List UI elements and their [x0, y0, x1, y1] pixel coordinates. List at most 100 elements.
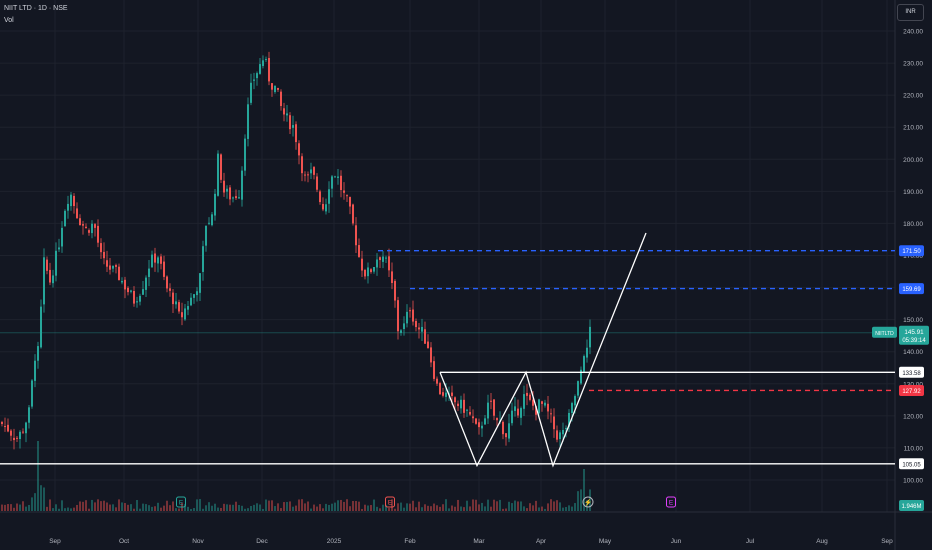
volume-bar — [517, 501, 519, 511]
volume-bar — [268, 500, 270, 511]
candle-body — [517, 408, 519, 416]
volume-bar — [562, 507, 564, 511]
volume-bar — [208, 502, 210, 511]
volume-bar — [346, 499, 348, 511]
svg-text:159.69: 159.69 — [902, 287, 921, 293]
candle-body — [4, 426, 6, 428]
volume-bar — [496, 501, 498, 511]
volume-bar — [223, 503, 225, 511]
volume-bar — [205, 505, 207, 511]
volume-bar — [7, 504, 9, 511]
volume-bar — [541, 506, 543, 511]
volume-bar — [121, 502, 123, 511]
volume-bar — [457, 499, 459, 511]
x-tick-label: Sep — [881, 538, 893, 545]
pattern-drawing — [439, 232, 647, 468]
volume-bar — [292, 506, 294, 511]
volume-bar — [484, 506, 486, 511]
volume-bar — [220, 507, 222, 511]
candle-body — [430, 347, 432, 363]
volume-bar — [250, 505, 252, 511]
candle-body — [436, 378, 438, 384]
candle-body — [505, 433, 507, 438]
candle-body — [58, 247, 60, 250]
candle-body — [232, 197, 234, 199]
candle-body — [487, 402, 489, 419]
candle-body — [64, 210, 66, 227]
dividend-marker — [582, 496, 594, 508]
event-marker-label: ⚡ — [584, 499, 592, 507]
currency-button[interactable]: INR — [897, 4, 924, 21]
volume-bar — [172, 501, 174, 511]
candle-body — [331, 176, 333, 189]
volume-bar — [532, 505, 534, 511]
volume-bar — [418, 501, 420, 511]
candle-body — [172, 292, 174, 305]
volume-bar — [34, 493, 36, 511]
volume-bar — [487, 499, 489, 511]
volume-bar — [505, 508, 507, 511]
event-marker-label: E — [179, 500, 184, 507]
volume-bar — [349, 506, 351, 511]
candle-body — [454, 397, 456, 403]
candle-body — [121, 280, 123, 283]
volume-bar — [61, 500, 63, 511]
y-tick-label: 130.00 — [903, 381, 923, 388]
volume-bar — [493, 499, 495, 511]
candle-body — [553, 416, 555, 430]
candle-body — [322, 203, 324, 210]
svg-text:171.50: 171.50 — [902, 249, 921, 255]
candle-body — [370, 269, 372, 273]
volume-bar — [256, 503, 258, 511]
candle-body — [583, 356, 585, 372]
candle-body — [292, 125, 294, 128]
level-price-tag: 105.05 — [899, 458, 924, 470]
volume-bar — [22, 501, 24, 511]
candle-body — [187, 306, 189, 310]
candle-body — [364, 269, 366, 277]
volume-bar — [538, 507, 540, 511]
candle-body — [154, 253, 156, 263]
candle-body — [199, 273, 201, 293]
candle-body — [412, 309, 414, 322]
x-tick-label: May — [599, 538, 612, 545]
candle-body — [289, 115, 291, 130]
volume-bar — [361, 508, 363, 511]
volume-bar — [529, 503, 531, 511]
candle-body — [61, 227, 63, 247]
candle-body — [271, 83, 273, 90]
volume-bar — [52, 508, 54, 511]
volume-bar — [136, 499, 138, 511]
volume-bar — [358, 501, 360, 511]
volume-bar — [460, 506, 462, 511]
candle-body — [241, 170, 243, 200]
candle-body — [262, 60, 264, 67]
volume-bar — [217, 507, 219, 511]
volume-bar — [130, 504, 132, 511]
candle-body — [496, 417, 498, 421]
volume-bar — [193, 508, 195, 511]
volume-bar — [160, 507, 162, 511]
candle-body — [181, 312, 183, 318]
y-tick-label: 100.00 — [903, 478, 923, 485]
candle-body — [34, 360, 36, 381]
volume-bar — [277, 503, 279, 511]
y-tick-label: 230.00 — [903, 61, 923, 68]
candle-body — [94, 224, 96, 228]
volume-bar — [151, 506, 153, 511]
candle-body — [202, 246, 204, 272]
candle-body — [160, 256, 162, 264]
volume-bar — [328, 504, 330, 511]
volume-bar — [94, 502, 96, 511]
volume-tag-text: 1.946M — [901, 504, 921, 510]
volume-bar — [313, 504, 315, 511]
volume-bar — [535, 500, 537, 511]
volume-bar — [19, 504, 21, 511]
candle-body — [367, 267, 369, 277]
volume-bar — [301, 499, 303, 511]
candle-body — [166, 276, 168, 289]
volume-bar — [400, 502, 402, 511]
volume-bar — [397, 503, 399, 511]
volume-bar — [481, 502, 483, 511]
